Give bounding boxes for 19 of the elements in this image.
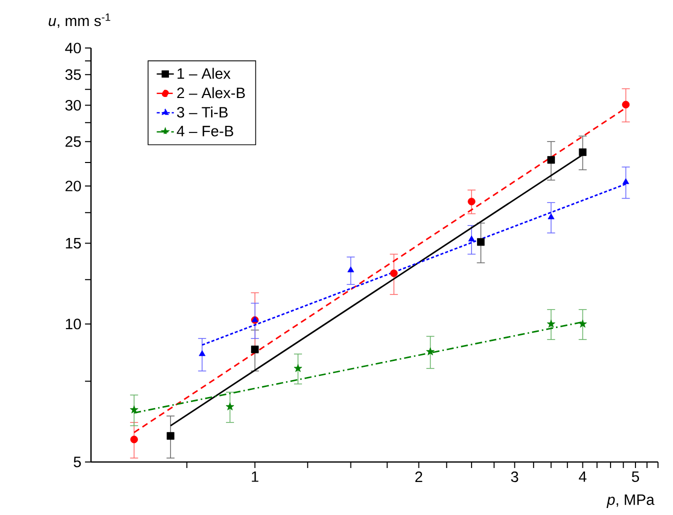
y-tick-label: 5: [74, 456, 81, 468]
x-tick-label: 5: [632, 471, 640, 482]
y-tick-label: 30: [65, 100, 81, 111]
legend-label: 4 – Fe-B: [176, 126, 234, 136]
y-tick-label: 15: [66, 238, 81, 249]
legend-label: 1 – Alex: [178, 68, 230, 79]
y-axis-title: u, mm s$^{-1}$: [48, 14, 110, 28]
x-tick-label: 1: [252, 471, 258, 482]
y-tick-label: 40: [65, 42, 81, 54]
y-tick-label: 10: [66, 318, 81, 330]
x-tick-label: 4: [578, 471, 586, 482]
y-tick-label: 25: [66, 136, 81, 147]
x-tick-label: 2: [415, 471, 422, 482]
x-axis-title: p, MPa: [606, 494, 654, 508]
x-tick-label: 3: [511, 471, 518, 482]
y-tick-label: 20: [66, 180, 81, 192]
legend-label: 3 – Ti-B: [177, 106, 228, 118]
legend-label: 2 – Alex-B: [177, 87, 245, 98]
y-tick-label: 35: [65, 69, 81, 80]
